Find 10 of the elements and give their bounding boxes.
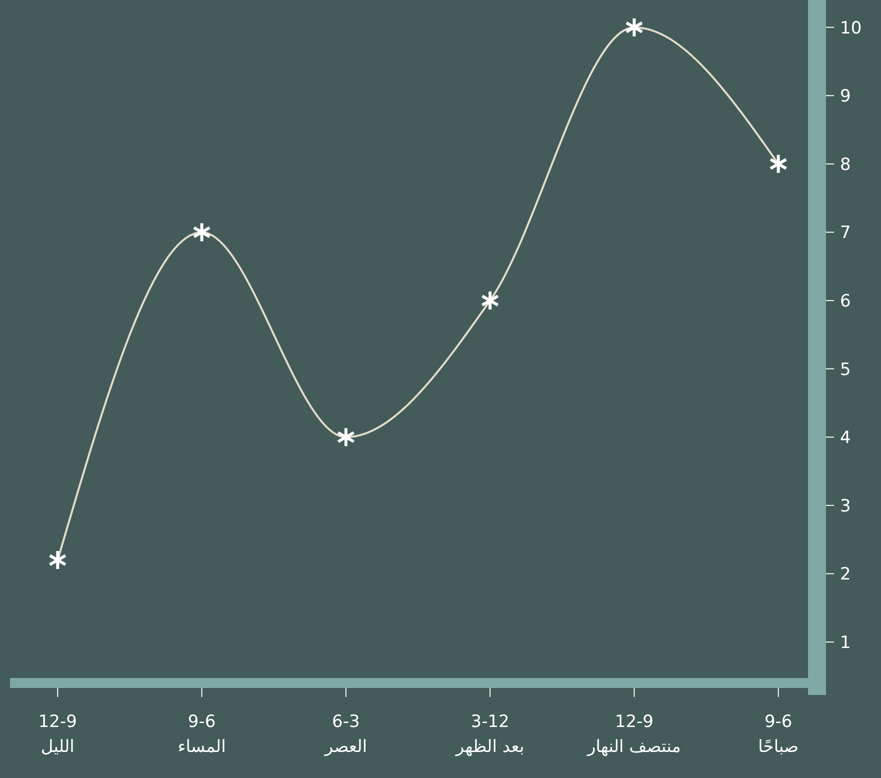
y-tick-label: 6 (840, 292, 851, 312)
y-tick-label: 8 (840, 154, 851, 175)
y-tick-label: 1 (840, 633, 851, 654)
y-tick-label: 10 (840, 18, 862, 38)
y-tick-label: 5 (840, 360, 851, 380)
y-tick-label: 2 (840, 564, 851, 585)
y-tick-label: 4 (840, 428, 851, 448)
y-tick-label: 9 (840, 86, 851, 107)
y-tick-label: 3 (840, 496, 851, 516)
y-tick-label: 7 (840, 223, 851, 244)
